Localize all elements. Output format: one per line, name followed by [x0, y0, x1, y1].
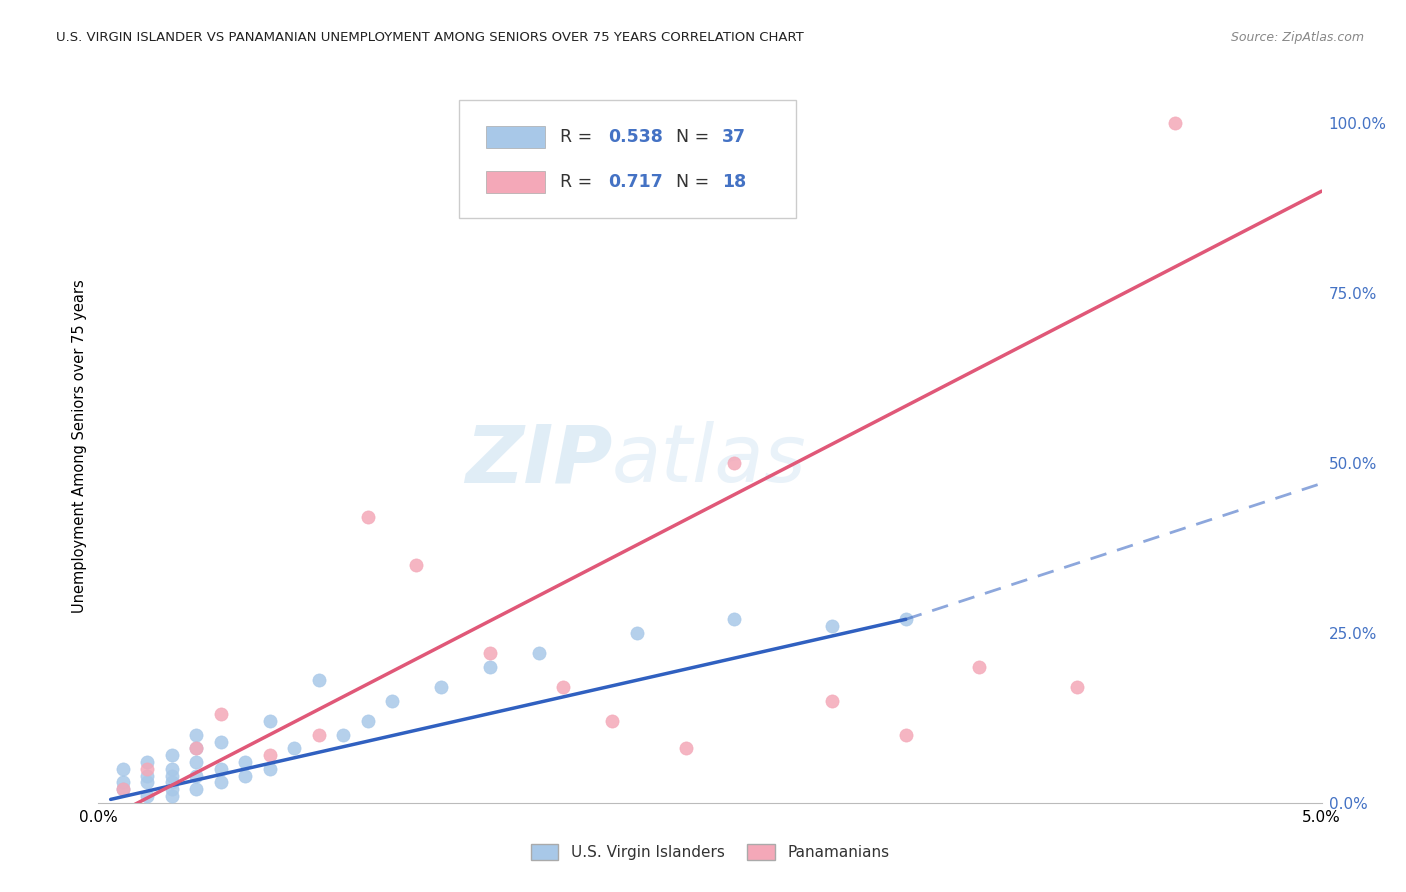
Point: [821, 694, 844, 708]
Point: [136, 775, 159, 789]
Point: [160, 769, 183, 783]
Point: [111, 782, 134, 797]
Point: [894, 728, 917, 742]
Text: U.S. VIRGIN ISLANDER VS PANAMANIAN UNEMPLOYMENT AMONG SENIORS OVER 75 YEARS CORR: U.S. VIRGIN ISLANDER VS PANAMANIAN UNEMP…: [56, 31, 804, 45]
Point: [233, 769, 256, 783]
Point: [723, 612, 745, 626]
Point: [478, 660, 501, 674]
Text: 0.538: 0.538: [609, 128, 664, 146]
Point: [1066, 680, 1088, 694]
Point: [430, 680, 453, 694]
Point: [356, 510, 378, 524]
Text: R =: R =: [560, 128, 598, 146]
Point: [111, 782, 134, 797]
Text: R =: R =: [560, 173, 598, 191]
Point: [308, 673, 330, 688]
Point: [186, 728, 208, 742]
Point: [675, 741, 697, 756]
Text: 0.717: 0.717: [609, 173, 664, 191]
Point: [160, 762, 183, 776]
Point: [186, 782, 208, 797]
Point: [723, 456, 745, 470]
Point: [308, 728, 330, 742]
Text: N =: N =: [665, 173, 714, 191]
Point: [478, 646, 501, 660]
Text: atlas: atlas: [612, 421, 807, 500]
Point: [209, 775, 232, 789]
Point: [111, 762, 134, 776]
Point: [821, 619, 844, 633]
Point: [553, 680, 575, 694]
Text: 37: 37: [723, 128, 747, 146]
Point: [136, 755, 159, 769]
Point: [160, 775, 183, 789]
Point: [1164, 116, 1187, 130]
Point: [186, 741, 208, 756]
Point: [259, 714, 281, 729]
Point: [209, 734, 232, 748]
Point: [259, 748, 281, 763]
Point: [600, 714, 623, 729]
Text: N =: N =: [665, 128, 714, 146]
Point: [233, 755, 256, 769]
Point: [186, 741, 208, 756]
Point: [136, 769, 159, 783]
Point: [160, 789, 183, 803]
Text: ZIP: ZIP: [465, 421, 612, 500]
Point: [381, 694, 404, 708]
Point: [209, 707, 232, 722]
FancyBboxPatch shape: [486, 170, 546, 194]
Point: [527, 646, 550, 660]
Text: 18: 18: [723, 173, 747, 191]
Point: [626, 626, 648, 640]
Point: [405, 558, 427, 572]
FancyBboxPatch shape: [460, 100, 796, 218]
Legend: U.S. Virgin Islanders, Panamanians: U.S. Virgin Islanders, Panamanians: [524, 838, 896, 866]
Text: Source: ZipAtlas.com: Source: ZipAtlas.com: [1230, 31, 1364, 45]
Point: [209, 762, 232, 776]
Point: [967, 660, 990, 674]
Point: [332, 728, 354, 742]
Point: [111, 775, 134, 789]
Point: [283, 741, 305, 756]
Point: [186, 755, 208, 769]
Point: [356, 714, 378, 729]
Point: [259, 762, 281, 776]
Point: [160, 782, 183, 797]
Point: [136, 762, 159, 776]
Point: [894, 612, 917, 626]
Point: [136, 789, 159, 803]
Y-axis label: Unemployment Among Seniors over 75 years: Unemployment Among Seniors over 75 years: [72, 279, 87, 613]
Point: [186, 769, 208, 783]
FancyBboxPatch shape: [486, 126, 546, 148]
Point: [160, 748, 183, 763]
